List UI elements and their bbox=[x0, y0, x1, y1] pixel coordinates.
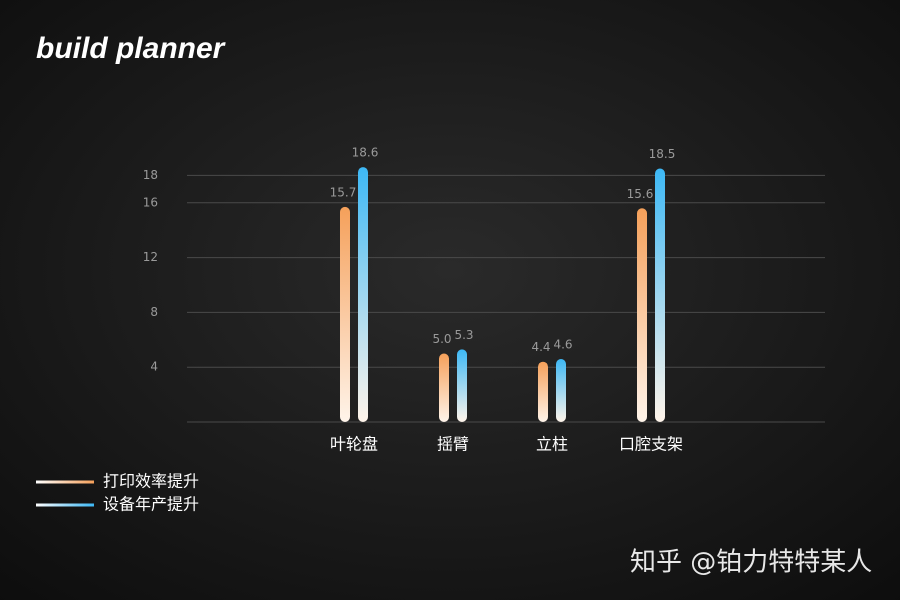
value-label: 5.0 bbox=[432, 332, 451, 346]
y-tick-label: 16 bbox=[143, 195, 158, 209]
x-tick-label: 口腔支架 bbox=[619, 435, 683, 454]
bar bbox=[358, 167, 368, 422]
legend-swatch bbox=[36, 503, 94, 507]
legend-label: 设备年产提升 bbox=[103, 495, 199, 514]
value-label: 15.7 bbox=[330, 185, 357, 199]
y-tick-label: 4 bbox=[150, 360, 158, 374]
x-tick-label: 叶轮盘 bbox=[330, 435, 378, 454]
bar bbox=[556, 358, 566, 422]
bar bbox=[637, 208, 647, 422]
value-label: 18.5 bbox=[649, 147, 676, 161]
value-label: 5.3 bbox=[454, 328, 473, 342]
bar bbox=[457, 349, 467, 422]
bar bbox=[655, 168, 665, 422]
value-label: 15.6 bbox=[627, 187, 654, 201]
value-label: 4.6 bbox=[553, 337, 572, 351]
brand-logo: build planner bbox=[36, 32, 227, 65]
bar bbox=[538, 361, 548, 422]
value-label: 4.4 bbox=[531, 340, 550, 354]
y-tick-label: 12 bbox=[143, 250, 158, 264]
watermark: 知乎 @铂力特特某人 bbox=[630, 548, 872, 578]
bar bbox=[439, 353, 449, 422]
legend-swatch bbox=[36, 480, 94, 484]
y-tick-label: 8 bbox=[150, 305, 158, 319]
x-tick-label: 立柱 bbox=[536, 435, 568, 454]
y-tick-label: 18 bbox=[143, 168, 158, 182]
legend-label: 打印效率提升 bbox=[103, 472, 199, 491]
bar bbox=[340, 206, 350, 422]
x-tick-label: 摇臂 bbox=[437, 435, 469, 454]
value-label: 18.6 bbox=[352, 146, 379, 160]
